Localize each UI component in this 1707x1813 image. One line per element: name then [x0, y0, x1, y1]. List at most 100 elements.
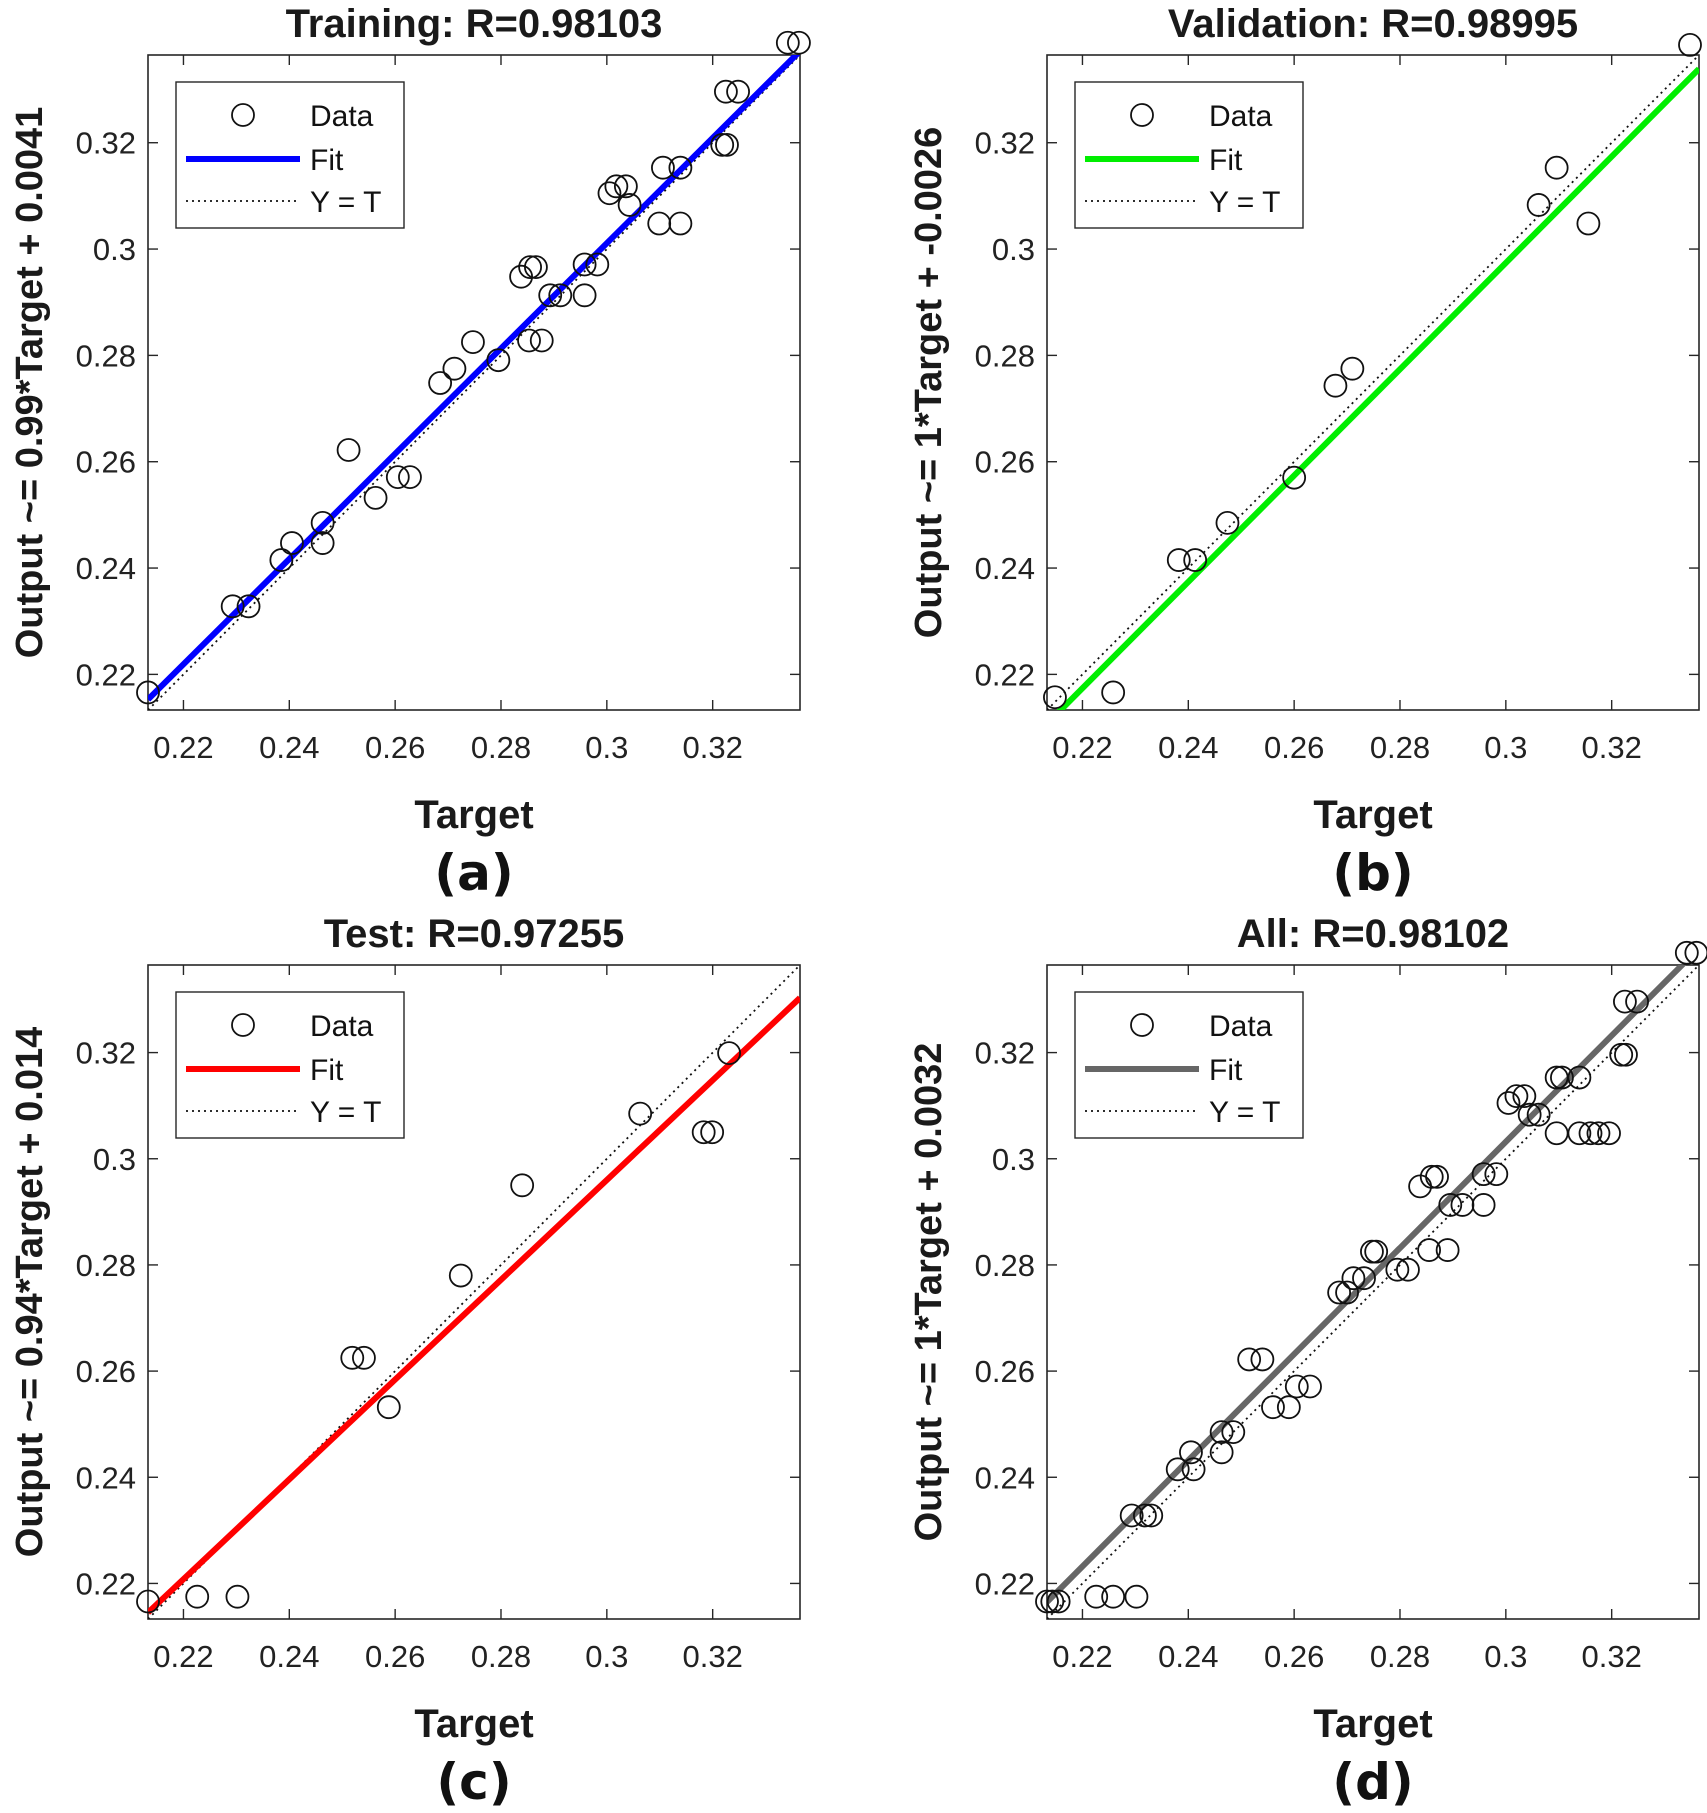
data-point: [628, 1101, 653, 1126]
data-point: [486, 348, 511, 373]
data-point: [1614, 1042, 1638, 1067]
chart-title: All: R=0.98102: [1237, 912, 1509, 956]
y-tick-label: 0.26: [975, 445, 1035, 480]
data-point: [336, 438, 361, 462]
plot-area: [148, 55, 800, 710]
x-tick-label: 0.24: [1158, 1639, 1218, 1674]
data-point: [510, 1173, 535, 1198]
legend-fit-label: Fit: [1209, 144, 1243, 177]
chart-title: Training: R=0.98103: [286, 2, 663, 46]
y-axis-label: Output ~= 1*Target + 0.0032: [908, 1043, 950, 1542]
data-point: [1183, 548, 1208, 572]
data-point: [1674, 940, 1699, 965]
y-axis-label: Output ~= 0.94*Target + 0.014: [9, 1027, 51, 1557]
x-tick-label: 0.32: [1582, 1639, 1642, 1674]
y-tick-label: 0.24: [76, 1460, 136, 1495]
y-tick-label: 0.22: [975, 657, 1035, 692]
data-point: [185, 1584, 210, 1609]
y-tick-label: 0.32: [76, 126, 136, 161]
x-tick-label: 0.3: [585, 1639, 628, 1674]
y-tick-label: 0.32: [975, 126, 1035, 161]
data-point: [1576, 211, 1601, 236]
plot-area: [1047, 55, 1699, 710]
data-point: [714, 79, 738, 104]
data-point: [1341, 1266, 1366, 1291]
y-tick-label: 0.24: [76, 551, 136, 586]
panel-letter: (c): [436, 1753, 511, 1811]
x-axis-label: Target: [414, 1702, 533, 1746]
data-point: [1298, 1374, 1322, 1399]
data-point: [363, 485, 388, 510]
fit-line: [1047, 965, 1687, 1605]
data-point: [1101, 1584, 1126, 1609]
data-point: [613, 174, 638, 199]
y-tick-label: 0.32: [76, 1036, 136, 1071]
data-point: [1435, 1238, 1460, 1262]
data-point: [538, 283, 563, 308]
data-point: [1284, 1374, 1309, 1399]
data-point: [376, 1395, 401, 1420]
legend-data-label: Data: [1209, 100, 1273, 133]
chart-title: Validation: R=0.98995: [1168, 2, 1578, 46]
data-point: [1124, 1584, 1149, 1609]
data-point: [1084, 1584, 1109, 1609]
data-point: [340, 1345, 365, 1370]
data-point: [1215, 510, 1240, 535]
x-tick-label: 0.28: [471, 730, 531, 765]
data-point: [691, 1120, 716, 1145]
y-tick-label: 0.3: [992, 232, 1035, 267]
legend-identity-label: Y = T: [310, 1096, 381, 1129]
data-point: [1237, 1347, 1262, 1372]
x-axis-label: Target: [414, 793, 533, 837]
data-point: [1209, 1420, 1234, 1445]
x-tick-label: 0.32: [683, 1639, 743, 1674]
data-point: [1526, 193, 1551, 217]
data-point: [524, 255, 548, 280]
legend-identity-label: Y = T: [310, 186, 381, 219]
identity-line: [148, 55, 800, 710]
data-point: [1276, 1395, 1301, 1420]
y-tick-label: 0.22: [76, 657, 136, 692]
data-point: [1035, 1589, 1059, 1614]
x-tick-label: 0.3: [585, 730, 628, 765]
data-point: [572, 252, 597, 277]
data-point: [1250, 1347, 1275, 1372]
legend-identity-label: Y = T: [1209, 1096, 1280, 1129]
legend-data-marker: [231, 1013, 255, 1037]
y-tick-label: 0.26: [76, 1354, 136, 1389]
y-tick-label: 0.28: [76, 338, 136, 373]
data-point: [710, 132, 735, 157]
data-point: [136, 1589, 160, 1614]
legend-box: [1074, 991, 1304, 1139]
data-point: [269, 548, 294, 572]
panel-letter: (d): [1332, 1753, 1414, 1811]
data-point: [1544, 155, 1569, 180]
data-point: [1364, 1239, 1389, 1264]
data-point: [1567, 1065, 1592, 1090]
data-point: [1040, 1589, 1065, 1614]
data-point: [428, 371, 453, 395]
data-point: [1484, 1162, 1509, 1187]
data-point: [398, 465, 422, 490]
data-point: [1335, 1280, 1359, 1305]
data-point: [1471, 1162, 1496, 1187]
x-axis-label: Target: [1313, 793, 1432, 837]
legend-box: [175, 81, 405, 229]
x-tick-label: 0.32: [683, 730, 743, 765]
y-tick-label: 0.28: [76, 1248, 136, 1283]
data-point: [1101, 680, 1126, 705]
x-tick-label: 0.22: [153, 1639, 213, 1674]
data-point: [136, 680, 160, 705]
data-point: [1352, 1266, 1376, 1291]
data-point: [1613, 989, 1637, 1014]
x-axis-label: Target: [1313, 1702, 1432, 1746]
chart-panel-4: 0.22 0.24 0.26 0.28 0.3 0.32 0.22 0.24 0.26 0.28 0…: [908, 912, 1707, 1811]
data-point: [1139, 1503, 1164, 1528]
y-tick-label: 0.32: [975, 1036, 1035, 1071]
data-point: [668, 155, 693, 180]
data-point: [1165, 1457, 1190, 1482]
data-point: [651, 155, 675, 180]
x-tick-label: 0.26: [365, 730, 425, 765]
legend-fit-label: Fit: [1209, 1054, 1243, 1087]
data-point: [572, 283, 597, 308]
